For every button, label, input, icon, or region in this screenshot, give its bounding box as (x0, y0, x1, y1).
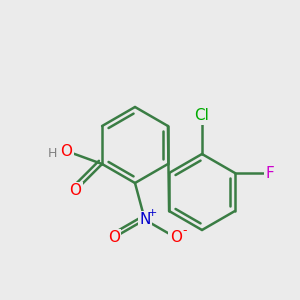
Text: +: + (148, 208, 158, 218)
Text: N: N (139, 212, 151, 227)
Text: H: H (48, 146, 57, 160)
Text: O: O (170, 230, 182, 245)
Text: -: - (183, 224, 187, 237)
Text: O: O (108, 230, 120, 245)
Text: O: O (69, 183, 81, 198)
Text: Cl: Cl (195, 109, 209, 124)
Text: F: F (266, 166, 274, 181)
Text: O: O (60, 143, 72, 158)
